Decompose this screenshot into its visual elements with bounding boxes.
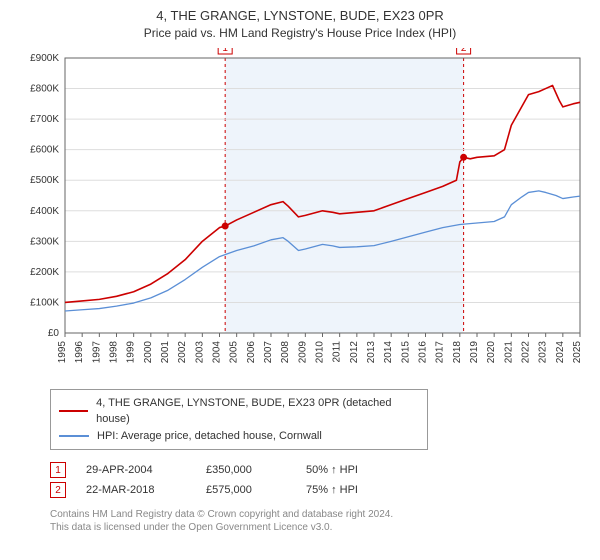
legend-swatch xyxy=(59,435,89,437)
svg-text:2024: 2024 xyxy=(555,340,566,363)
svg-text:£900K: £900K xyxy=(30,53,59,64)
svg-text:2016: 2016 xyxy=(418,340,429,363)
svg-text:£500K: £500K xyxy=(30,175,59,186)
sales-table: 1 29-APR-2004£350,00050% ↑ HPI 2 22-MAR-201… xyxy=(50,460,590,500)
svg-text:2017: 2017 xyxy=(435,340,446,363)
svg-text:£200K: £200K xyxy=(30,266,59,277)
svg-text:2020: 2020 xyxy=(486,340,497,363)
price-chart: £0 £100K £200K £300K £400K £500K £600K £700K £80… xyxy=(10,48,590,381)
legend-swatch xyxy=(59,410,88,412)
svg-text:2012: 2012 xyxy=(349,340,360,363)
svg-text:1997: 1997 xyxy=(91,340,102,363)
footer-line-2: This data is licensed under the Open Gov… xyxy=(50,521,590,534)
sale-price: £350,000 xyxy=(206,464,306,476)
sale-row: 2 22-MAR-2018£575,00075% ↑ HPI xyxy=(50,480,590,500)
svg-text:2007: 2007 xyxy=(263,340,274,363)
svg-text:2004: 2004 xyxy=(212,340,223,363)
svg-text:1998: 1998 xyxy=(109,340,120,363)
legend-label: HPI: Average price, detached house, Corn… xyxy=(97,428,322,445)
svg-text:2005: 2005 xyxy=(229,340,240,363)
svg-text:2011: 2011 xyxy=(332,340,343,362)
svg-text:2002: 2002 xyxy=(177,340,188,363)
svg-text:1999: 1999 xyxy=(126,340,137,363)
svg-text:1995: 1995 xyxy=(57,340,68,363)
svg-text:2015: 2015 xyxy=(400,340,411,363)
legend: 4, THE GRANGE, LYNSTONE, BUDE, EX23 0PR … xyxy=(50,389,428,451)
svg-text:£300K: £300K xyxy=(30,236,59,247)
sale-price: £575,000 xyxy=(206,484,306,496)
legend-label: 4, THE GRANGE, LYNSTONE, BUDE, EX23 0PR … xyxy=(96,395,419,428)
svg-text:2001: 2001 xyxy=(160,340,171,363)
svg-text:£100K: £100K xyxy=(30,297,59,308)
sale-delta: 75% ↑ HPI xyxy=(306,484,406,496)
svg-text:2019: 2019 xyxy=(469,340,480,363)
svg-text:£700K: £700K xyxy=(30,114,59,125)
sale-row: 1 29-APR-2004£350,00050% ↑ HPI xyxy=(50,460,590,480)
svg-text:2018: 2018 xyxy=(452,340,463,363)
svg-text:2003: 2003 xyxy=(194,340,205,363)
footer: Contains HM Land Registry data © Crown c… xyxy=(50,508,590,534)
svg-text:£800K: £800K xyxy=(30,83,59,94)
chart-title: 4, THE GRANGE, LYNSTONE, BUDE, EX23 0PR xyxy=(10,8,590,24)
svg-text:2023: 2023 xyxy=(538,340,549,363)
svg-text:2006: 2006 xyxy=(246,340,257,363)
svg-text:2013: 2013 xyxy=(366,340,377,363)
svg-text:2: 2 xyxy=(461,48,467,54)
svg-text:1996: 1996 xyxy=(74,340,85,363)
svg-text:2021: 2021 xyxy=(503,340,514,363)
svg-text:1: 1 xyxy=(222,48,228,54)
legend-row: 4, THE GRANGE, LYNSTONE, BUDE, EX23 0PR … xyxy=(59,395,419,428)
svg-text:2022: 2022 xyxy=(521,340,532,363)
chart-subtitle: Price paid vs. HM Land Registry's House … xyxy=(10,26,590,40)
svg-text:2010: 2010 xyxy=(315,340,326,363)
sale-marker-box: 1 xyxy=(50,462,66,478)
svg-text:£400K: £400K xyxy=(30,205,59,216)
sale-marker-box: 2 xyxy=(50,482,66,498)
sale-delta: 50% ↑ HPI xyxy=(306,464,406,476)
sale-date: 22-MAR-2018 xyxy=(86,484,206,496)
chart-svg: £0 £100K £200K £300K £400K £500K £600K £700K £80… xyxy=(10,48,590,378)
sale-date: 29-APR-2004 xyxy=(86,464,206,476)
svg-text:£0: £0 xyxy=(48,328,60,339)
svg-text:2025: 2025 xyxy=(572,340,583,363)
svg-text:2008: 2008 xyxy=(280,340,291,363)
svg-text:2000: 2000 xyxy=(143,340,154,363)
footer-line-1: Contains HM Land Registry data © Crown c… xyxy=(50,508,590,521)
svg-text:2009: 2009 xyxy=(297,340,308,363)
svg-text:£600K: £600K xyxy=(30,144,59,155)
svg-text:2014: 2014 xyxy=(383,340,394,363)
legend-row: HPI: Average price, detached house, Corn… xyxy=(59,428,419,445)
page: 4, THE GRANGE, LYNSTONE, BUDE, EX23 0PR … xyxy=(0,0,600,560)
